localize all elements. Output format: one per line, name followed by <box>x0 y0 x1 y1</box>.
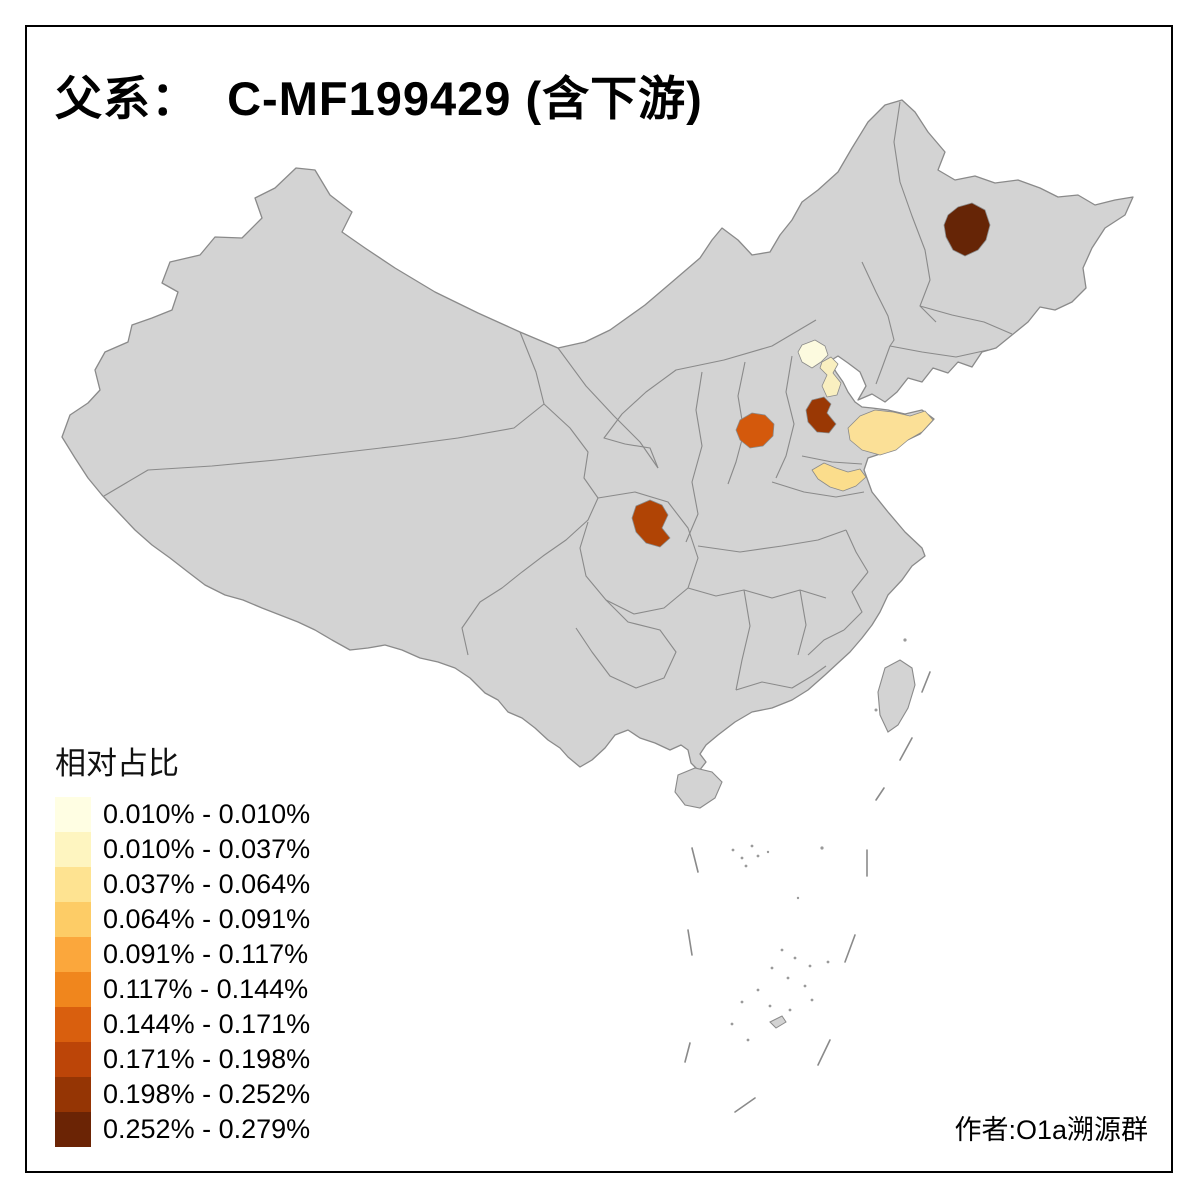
legend-row: 0.064% - 0.091% <box>55 902 310 937</box>
region-tianjin-area <box>819 356 842 398</box>
legend-label: 0.064% - 0.091% <box>103 904 311 934</box>
legend-swatch <box>55 937 91 972</box>
legend-row: 0.252% - 0.279% <box>55 1112 310 1147</box>
legend-swatch <box>55 972 91 1007</box>
legend-row: 0.144% - 0.171% <box>55 1007 310 1042</box>
legend-row: 0.091% - 0.117% <box>55 937 310 972</box>
legend-swatch <box>55 867 91 902</box>
taiwan-island <box>877 659 916 733</box>
legend-title: 相对占比 <box>55 746 179 781</box>
legend-swatch <box>55 797 91 832</box>
legend-label: 0.117% - 0.144% <box>103 974 309 1004</box>
region-south-shandong <box>811 462 867 492</box>
legend-swatch <box>55 1112 91 1147</box>
sea-islets <box>730 638 907 1042</box>
map-title: 父系： C-MF199429 (含下游) <box>55 72 703 125</box>
legend-row: 0.010% - 0.010% <box>55 797 310 832</box>
hainan-island <box>674 767 723 809</box>
author-credit: 作者:O1a溯源群 <box>954 1115 1148 1145</box>
legend-label: 0.037% - 0.064% <box>103 869 311 899</box>
region-beijing-area <box>797 339 829 369</box>
legend: 相对占比 0.010% - 0.010% 0.010% - 0.037% 0.0… <box>55 738 310 1147</box>
legend-label: 0.010% - 0.010% <box>103 799 311 829</box>
region-northeast-dark <box>943 202 991 257</box>
highlighted-regions <box>631 202 991 548</box>
region-shanxi <box>735 412 775 449</box>
legend-swatch <box>55 832 91 867</box>
legend-row: 0.198% - 0.252% <box>55 1077 310 1112</box>
legend-row: 0.117% - 0.144% <box>55 972 310 1007</box>
legend-label: 0.252% - 0.279% <box>103 1114 311 1144</box>
region-shandong-peninsula <box>847 409 934 456</box>
legend-label: 0.091% - 0.117% <box>103 939 309 969</box>
region-north-sichuan <box>631 499 671 548</box>
legend-label: 0.144% - 0.171% <box>103 1009 311 1039</box>
region-central-hebei <box>805 396 837 434</box>
legend-swatch <box>55 902 91 937</box>
legend-row: 0.171% - 0.198% <box>55 1042 310 1077</box>
legend-swatch <box>55 1042 91 1077</box>
sea-boundary-dashes <box>684 671 931 1113</box>
legend-label: 0.198% - 0.252% <box>103 1079 311 1109</box>
legend-row: 0.037% - 0.064% <box>55 867 310 902</box>
sea-small-island <box>769 1015 787 1029</box>
legend-row: 0.010% - 0.037% <box>55 832 310 867</box>
china-mainland-outline <box>61 99 1134 772</box>
legend-label: 0.010% - 0.037% <box>103 834 311 864</box>
legend-swatch <box>55 1007 91 1042</box>
legend-swatch <box>55 1077 91 1112</box>
legend-label: 0.171% - 0.198% <box>103 1044 311 1074</box>
